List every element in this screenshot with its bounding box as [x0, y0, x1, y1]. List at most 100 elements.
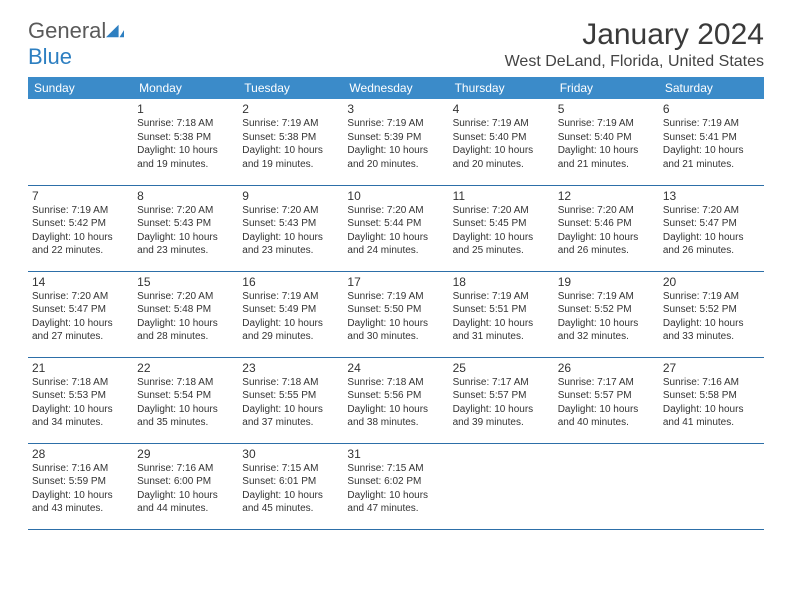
sunrise-text: Sunrise: 7:19 AM	[32, 204, 129, 218]
sunrise-text: Sunrise: 7:19 AM	[558, 290, 655, 304]
day-number: 21	[32, 361, 129, 375]
sunset-text: Sunset: 5:57 PM	[558, 389, 655, 403]
day-info: Sunrise: 7:18 AMSunset: 5:55 PMDaylight:…	[242, 376, 339, 430]
dow-saturday: Saturday	[659, 77, 764, 99]
sunrise-text: Sunrise: 7:19 AM	[453, 290, 550, 304]
sunrise-text: Sunrise: 7:15 AM	[242, 462, 339, 476]
day-info: Sunrise: 7:19 AMSunset: 5:51 PMDaylight:…	[453, 290, 550, 344]
day-number: 28	[32, 447, 129, 461]
day-info: Sunrise: 7:18 AMSunset: 5:38 PMDaylight:…	[137, 117, 234, 171]
day-cell: 7Sunrise: 7:19 AMSunset: 5:42 PMDaylight…	[28, 185, 133, 271]
day-info: Sunrise: 7:19 AMSunset: 5:50 PMDaylight:…	[347, 290, 444, 344]
day-info: Sunrise: 7:18 AMSunset: 5:54 PMDaylight:…	[137, 376, 234, 430]
day-cell: 14Sunrise: 7:20 AMSunset: 5:47 PMDayligh…	[28, 271, 133, 357]
dow-sunday: Sunday	[28, 77, 133, 99]
sunrise-text: Sunrise: 7:18 AM	[347, 376, 444, 390]
day-number: 14	[32, 275, 129, 289]
location-text: West DeLand, Florida, United States	[505, 53, 764, 71]
daylight-text: Daylight: 10 hours and 29 minutes.	[242, 317, 339, 344]
day-cell: 25Sunrise: 7:17 AMSunset: 5:57 PMDayligh…	[449, 357, 554, 443]
day-cell: 4Sunrise: 7:19 AMSunset: 5:40 PMDaylight…	[449, 99, 554, 185]
day-number: 26	[558, 361, 655, 375]
day-cell: 3Sunrise: 7:19 AMSunset: 5:39 PMDaylight…	[343, 99, 448, 185]
day-number: 25	[453, 361, 550, 375]
daylight-text: Daylight: 10 hours and 30 minutes.	[347, 317, 444, 344]
day-number: 9	[242, 189, 339, 203]
day-info: Sunrise: 7:19 AMSunset: 5:38 PMDaylight:…	[242, 117, 339, 171]
sunset-text: Sunset: 6:01 PM	[242, 475, 339, 489]
sunrise-text: Sunrise: 7:17 AM	[453, 376, 550, 390]
day-info: Sunrise: 7:20 AMSunset: 5:47 PMDaylight:…	[663, 204, 760, 258]
sunset-text: Sunset: 6:02 PM	[347, 475, 444, 489]
sunrise-text: Sunrise: 7:18 AM	[137, 376, 234, 390]
sunset-text: Sunset: 5:55 PM	[242, 389, 339, 403]
day-cell: 26Sunrise: 7:17 AMSunset: 5:57 PMDayligh…	[554, 357, 659, 443]
sunrise-text: Sunrise: 7:18 AM	[137, 117, 234, 131]
day-info: Sunrise: 7:15 AMSunset: 6:01 PMDaylight:…	[242, 462, 339, 516]
sunrise-text: Sunrise: 7:19 AM	[453, 117, 550, 131]
day-info: Sunrise: 7:18 AMSunset: 5:53 PMDaylight:…	[32, 376, 129, 430]
day-cell: 12Sunrise: 7:20 AMSunset: 5:46 PMDayligh…	[554, 185, 659, 271]
day-info: Sunrise: 7:17 AMSunset: 5:57 PMDaylight:…	[453, 376, 550, 430]
day-cell: 6Sunrise: 7:19 AMSunset: 5:41 PMDaylight…	[659, 99, 764, 185]
daylight-text: Daylight: 10 hours and 40 minutes.	[558, 403, 655, 430]
day-of-week-row: Sunday Monday Tuesday Wednesday Thursday…	[28, 77, 764, 99]
sunrise-text: Sunrise: 7:19 AM	[663, 290, 760, 304]
day-number: 16	[242, 275, 339, 289]
day-cell: 15Sunrise: 7:20 AMSunset: 5:48 PMDayligh…	[133, 271, 238, 357]
sunrise-text: Sunrise: 7:19 AM	[347, 290, 444, 304]
day-info: Sunrise: 7:19 AMSunset: 5:49 PMDaylight:…	[242, 290, 339, 344]
day-number: 4	[453, 102, 550, 116]
day-number: 12	[558, 189, 655, 203]
day-info: Sunrise: 7:20 AMSunset: 5:48 PMDaylight:…	[137, 290, 234, 344]
dow-thursday: Thursday	[449, 77, 554, 99]
daylight-text: Daylight: 10 hours and 25 minutes.	[453, 231, 550, 258]
sunrise-text: Sunrise: 7:19 AM	[558, 117, 655, 131]
dow-wednesday: Wednesday	[343, 77, 448, 99]
daylight-text: Daylight: 10 hours and 23 minutes.	[242, 231, 339, 258]
day-number: 1	[137, 102, 234, 116]
day-cell: 2Sunrise: 7:19 AMSunset: 5:38 PMDaylight…	[238, 99, 343, 185]
sunset-text: Sunset: 5:50 PM	[347, 303, 444, 317]
day-cell: 23Sunrise: 7:18 AMSunset: 5:55 PMDayligh…	[238, 357, 343, 443]
day-cell: 18Sunrise: 7:19 AMSunset: 5:51 PMDayligh…	[449, 271, 554, 357]
day-info: Sunrise: 7:18 AMSunset: 5:56 PMDaylight:…	[347, 376, 444, 430]
daylight-text: Daylight: 10 hours and 39 minutes.	[453, 403, 550, 430]
daylight-text: Daylight: 10 hours and 41 minutes.	[663, 403, 760, 430]
day-cell: 24Sunrise: 7:18 AMSunset: 5:56 PMDayligh…	[343, 357, 448, 443]
sunrise-text: Sunrise: 7:20 AM	[453, 204, 550, 218]
day-cell: 20Sunrise: 7:19 AMSunset: 5:52 PMDayligh…	[659, 271, 764, 357]
sunrise-text: Sunrise: 7:15 AM	[347, 462, 444, 476]
day-info: Sunrise: 7:19 AMSunset: 5:42 PMDaylight:…	[32, 204, 129, 258]
day-cell: 28Sunrise: 7:16 AMSunset: 5:59 PMDayligh…	[28, 443, 133, 529]
daylight-text: Daylight: 10 hours and 33 minutes.	[663, 317, 760, 344]
week-row: 21Sunrise: 7:18 AMSunset: 5:53 PMDayligh…	[28, 357, 764, 443]
sunset-text: Sunset: 5:43 PM	[242, 217, 339, 231]
sunset-text: Sunset: 5:38 PM	[242, 131, 339, 145]
sunrise-text: Sunrise: 7:19 AM	[242, 290, 339, 304]
title-block: January 2024 West DeLand, Florida, Unite…	[505, 18, 764, 71]
sunrise-text: Sunrise: 7:20 AM	[558, 204, 655, 218]
day-number: 23	[242, 361, 339, 375]
daylight-text: Daylight: 10 hours and 32 minutes.	[558, 317, 655, 344]
daylight-text: Daylight: 10 hours and 37 minutes.	[242, 403, 339, 430]
day-number: 20	[663, 275, 760, 289]
daylight-text: Daylight: 10 hours and 34 minutes.	[32, 403, 129, 430]
sunset-text: Sunset: 5:59 PM	[32, 475, 129, 489]
week-row: 14Sunrise: 7:20 AMSunset: 5:47 PMDayligh…	[28, 271, 764, 357]
sunrise-text: Sunrise: 7:20 AM	[663, 204, 760, 218]
day-number: 3	[347, 102, 444, 116]
day-info: Sunrise: 7:16 AMSunset: 5:58 PMDaylight:…	[663, 376, 760, 430]
day-cell: 27Sunrise: 7:16 AMSunset: 5:58 PMDayligh…	[659, 357, 764, 443]
day-info: Sunrise: 7:19 AMSunset: 5:52 PMDaylight:…	[663, 290, 760, 344]
sunrise-text: Sunrise: 7:19 AM	[347, 117, 444, 131]
sunrise-text: Sunrise: 7:17 AM	[558, 376, 655, 390]
day-cell	[554, 443, 659, 529]
day-cell: 21Sunrise: 7:18 AMSunset: 5:53 PMDayligh…	[28, 357, 133, 443]
calendar-page: General Blue January 2024 West DeLand, F…	[0, 0, 792, 540]
daylight-text: Daylight: 10 hours and 27 minutes.	[32, 317, 129, 344]
day-info: Sunrise: 7:17 AMSunset: 5:57 PMDaylight:…	[558, 376, 655, 430]
sunset-text: Sunset: 5:47 PM	[32, 303, 129, 317]
dow-friday: Friday	[554, 77, 659, 99]
sunrise-text: Sunrise: 7:20 AM	[32, 290, 129, 304]
